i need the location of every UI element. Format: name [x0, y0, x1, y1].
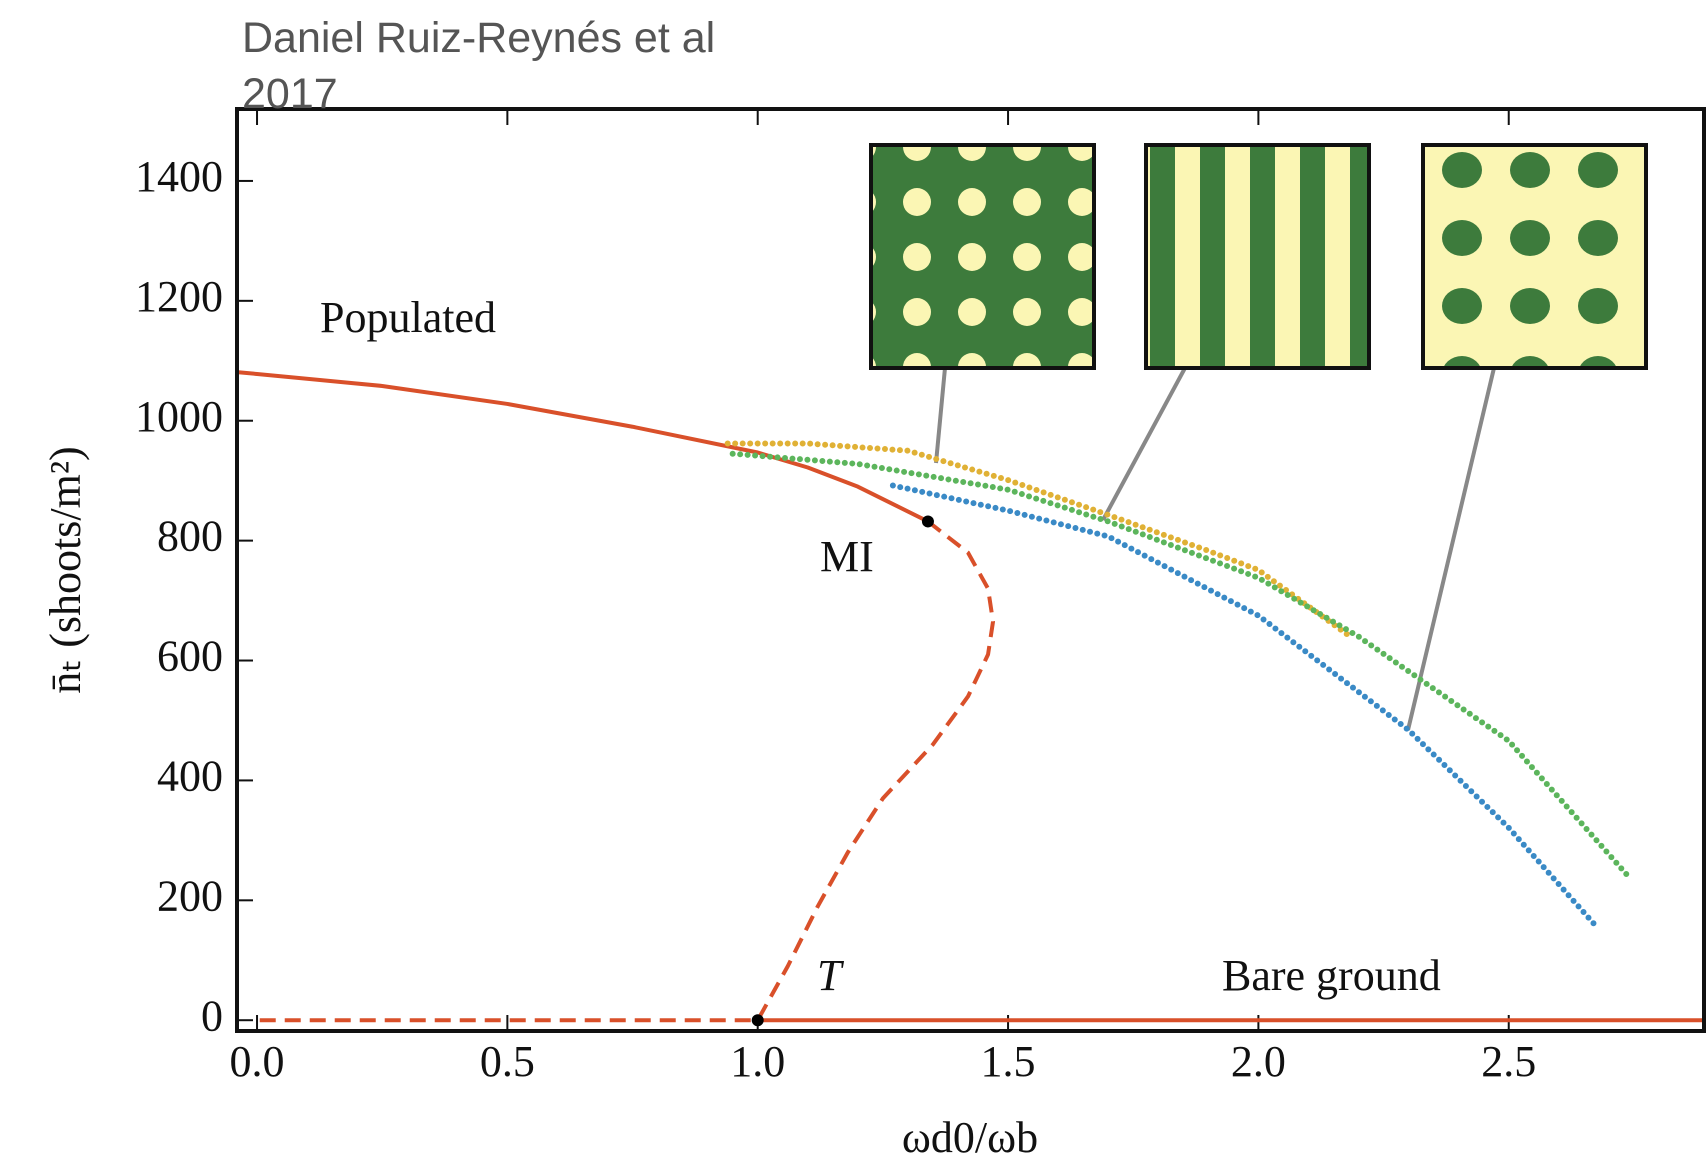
y-tick-label: 800	[157, 512, 223, 561]
series-line	[724, 440, 1352, 639]
x-tick-label: 2.5	[1481, 1037, 1536, 1086]
y-tick-label: 200	[157, 871, 223, 920]
y-tick-label: 1200	[135, 272, 223, 321]
plot-frame	[235, 107, 1706, 1033]
annotation: T	[817, 951, 845, 1000]
x-tick-label: 0.5	[480, 1037, 535, 1086]
y-tick-label: 1400	[135, 152, 223, 201]
annotation: MI	[820, 532, 874, 581]
x-tick-label: 1.0	[730, 1037, 785, 1086]
y-axis-label: n̄ₜ (shoots/m²)	[41, 446, 90, 693]
series-line	[729, 450, 1632, 880]
x-tick-label: 0.0	[230, 1037, 285, 1086]
point	[921, 515, 934, 528]
y-tick-label: 1000	[135, 392, 223, 441]
insets	[869, 143, 1648, 731]
series-line	[889, 482, 1597, 927]
series-line	[257, 519, 996, 1023]
x-tick-label: 2.0	[1231, 1037, 1286, 1086]
series-line	[236, 370, 929, 524]
annotation: Bare ground	[1222, 951, 1441, 1000]
source-credit: Daniel Ruiz-Reynés et al 2017	[242, 14, 716, 118]
y-tick-label: 600	[157, 632, 223, 681]
annotation: Populated	[320, 293, 496, 342]
x-axis-label: ωd0/ωb	[902, 1113, 1038, 1162]
y-tick-label: 0	[201, 991, 223, 1040]
point	[751, 1014, 764, 1027]
x-tick-label: 1.5	[981, 1037, 1036, 1086]
y-tick-label: 400	[157, 752, 223, 801]
